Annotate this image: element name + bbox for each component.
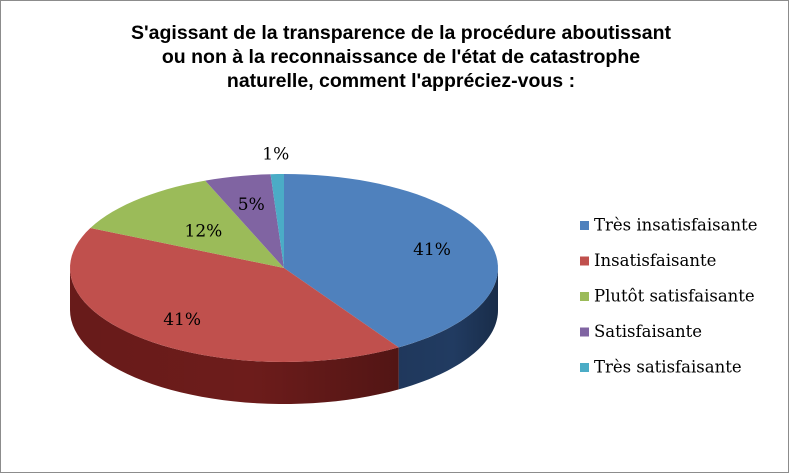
- data-label-4: 1%: [262, 144, 289, 164]
- chart-title-line-1: S'agissant de la transparence de la proc…: [131, 22, 671, 44]
- pie-slice-3: [205, 174, 284, 268]
- pie-slice-4: [270, 174, 284, 268]
- pie-side-shade-0: [398, 268, 498, 390]
- pie-slice-0: [284, 174, 498, 348]
- legend-label-4: Très satisfaisante: [594, 358, 742, 377]
- legend-label-1: Insatisfaisante: [594, 251, 716, 270]
- data-label-1: 41%: [163, 310, 201, 330]
- chart-title-line-2: ou non à la reconnaissance de l'état de …: [161, 46, 641, 68]
- data-label-2: 12%: [185, 221, 223, 241]
- legend: Très insatisfaisante Insatisfaisante Plutô…: [580, 216, 758, 377]
- legend-swatch-4: [580, 363, 589, 372]
- data-label-3: 5%: [238, 195, 265, 215]
- pie-slice-2: [90, 180, 285, 268]
- legend-label-2: Plutôt satisfaisante: [594, 287, 755, 306]
- chart-title: S'agissant de la transparence de la proc…: [41, 21, 761, 93]
- legend-swatch-0: [580, 221, 589, 230]
- legend-swatch-2: [580, 292, 589, 301]
- chart-title-line-3: naturelle, comment l'appréciez-vous :: [226, 70, 576, 92]
- legend-swatch-3: [580, 327, 589, 337]
- legend-label-0: Très insatisfaisante: [594, 216, 758, 235]
- pie-side-shade-1: [70, 268, 399, 404]
- legend-label-3: Satisfaisante: [594, 322, 702, 341]
- legend-swatch-1: [580, 256, 589, 266]
- pie-slice-1: [70, 227, 399, 362]
- pie-layer: 41% 41% 12% 5% 1%: [70, 144, 498, 404]
- data-label-0: 41%: [413, 240, 451, 260]
